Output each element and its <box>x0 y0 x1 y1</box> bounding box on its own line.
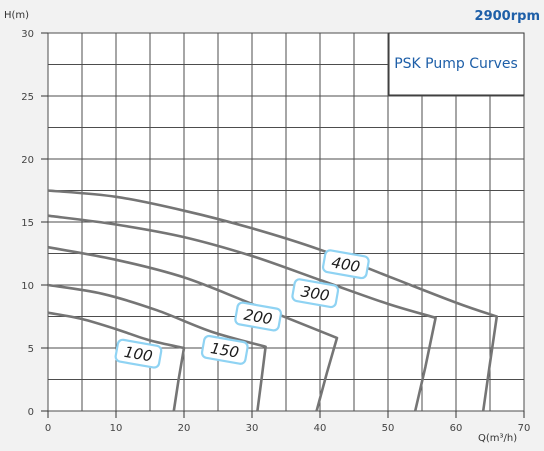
x-tick-label: 10 <box>110 423 123 434</box>
y-tick-label: 10 <box>21 281 34 292</box>
curve-label-text: 150 <box>209 339 240 362</box>
y-tick-label: 25 <box>21 92 34 103</box>
curve-label-box <box>114 338 163 369</box>
curve-label-box <box>234 301 283 332</box>
x-tick-label: 0 <box>45 423 51 434</box>
curve-300 <box>47 214 437 412</box>
curve-label-text: 100 <box>123 343 154 366</box>
speed-label: 2900rpm <box>475 9 540 24</box>
title-box <box>388 32 525 96</box>
x-axis-title: Q(m³/h) <box>478 433 517 444</box>
y-tick-label: 30 <box>21 29 34 40</box>
curve-400 <box>47 189 499 412</box>
curve-label-box <box>291 278 340 309</box>
x-tick-label: 30 <box>246 423 259 434</box>
x-tick-label: 60 <box>450 423 463 434</box>
chart-title: PSK Pump Curves <box>394 56 518 72</box>
x-tick-label: 40 <box>314 423 327 434</box>
curve-label-box <box>321 249 370 280</box>
curve-200 <box>47 245 339 412</box>
curve-label-box <box>200 334 249 365</box>
curve-label-150: 150 <box>200 334 249 365</box>
y-tick-label: 20 <box>21 155 34 166</box>
curve-label-100: 100 <box>114 338 163 369</box>
x-tick-label: 50 <box>382 423 395 434</box>
curves <box>47 189 499 412</box>
curve-label-200: 200 <box>234 301 283 332</box>
curve-label-text: 200 <box>242 306 273 329</box>
y-tick-label: 0 <box>28 407 34 418</box>
y-tick-label: 15 <box>21 218 34 229</box>
x-tick-label: 70 <box>518 423 531 434</box>
curve-label-text: 300 <box>299 282 330 305</box>
curve-label-text: 400 <box>330 253 361 276</box>
curve-label-300: 300 <box>291 278 340 309</box>
y-axis-title: H(m) <box>4 10 29 21</box>
curve-150 <box>47 283 267 412</box>
x-tick-label: 20 <box>178 423 191 434</box>
curve-100 <box>47 311 186 412</box>
curve-label-400: 400 <box>321 249 370 280</box>
y-tick-label: 5 <box>28 344 34 355</box>
